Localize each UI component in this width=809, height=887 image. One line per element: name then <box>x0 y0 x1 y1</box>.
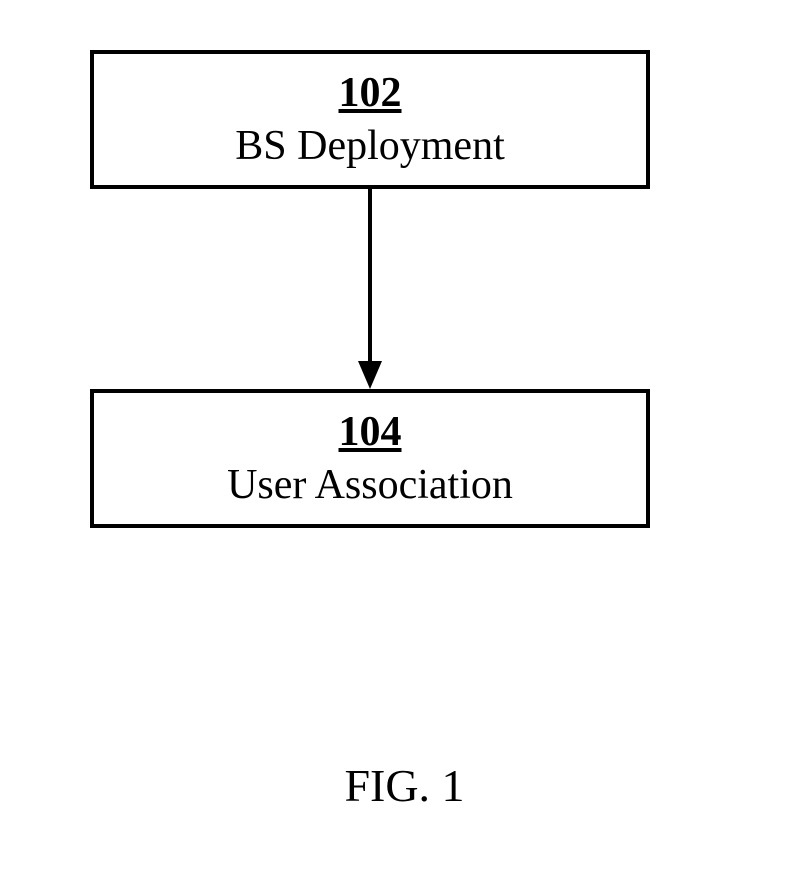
node-label: BS Deployment <box>114 122 626 170</box>
arrow-icon <box>350 189 390 389</box>
node-number: 104 <box>114 408 626 456</box>
flowchart-arrow <box>90 189 650 389</box>
node-label: User Association <box>114 461 626 509</box>
flowchart-diagram: 102 BS Deployment 104 User Association <box>90 50 650 528</box>
flowchart-node-1: 102 BS Deployment <box>90 50 650 189</box>
flowchart-node-2: 104 User Association <box>90 389 650 528</box>
node-number: 102 <box>114 69 626 117</box>
figure-caption: FIG. 1 <box>0 759 809 812</box>
